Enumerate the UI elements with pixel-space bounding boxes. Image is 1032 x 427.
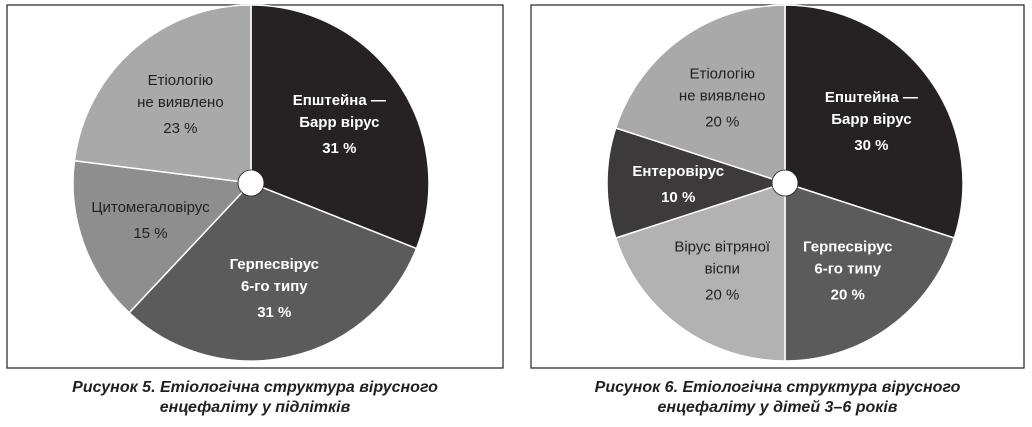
value-label: 10 % [661,189,695,206]
value-label: 20 % [831,286,865,303]
slice-label: 6-го типу [814,260,881,277]
pie-slice [784,181,956,362]
slice-label: Епштейна — [293,92,386,109]
pie-slice [784,4,964,239]
value-label: 15 % [133,225,167,242]
slice-label: не виявлено [679,88,766,105]
slice-label: Етіологію [148,72,214,89]
value-label: 30 % [854,137,888,154]
pie-slice [73,4,252,184]
caption: Рисунок 6. Етіологічна структура вірусно… [595,379,961,396]
pie-slice [614,4,786,185]
pie-slice [128,182,418,362]
slice-label: не виявлено [137,94,224,111]
slice-label: Барр вірус [831,111,911,128]
slice-label: Вірус вітряної [674,238,771,255]
slice-label: віспи [705,260,740,277]
slice-label: Епштейна — [825,89,918,106]
slice-label: Етіологію [689,66,755,83]
value-label: 20 % [705,114,739,131]
value-label: 23 % [163,120,197,137]
slice-label: Цитомегаловірус [91,199,210,216]
pie-slice [72,159,253,314]
slice-label: 6-го типу [241,278,308,295]
pie-slice [614,181,786,362]
slice-label: Ентеровірус [632,163,724,180]
caption: енцефаліту у підлітків [160,399,351,416]
value-label: 31 % [257,304,291,321]
value-label: 20 % [705,286,739,303]
pie-slice [606,127,788,239]
center-hole [771,169,799,197]
pie-slice [250,4,430,250]
value-label: 31 % [322,140,356,157]
slice-label: Герпесвірус [230,256,319,273]
slice-label: Барр вірус [299,114,379,131]
slice-label: Герпесвірус [803,238,892,255]
caption: Рисунок 5. Етіологічна структура вірусно… [72,379,438,396]
caption: енцефаліту у дітей 3–6 років [658,399,898,416]
center-hole [237,169,265,197]
